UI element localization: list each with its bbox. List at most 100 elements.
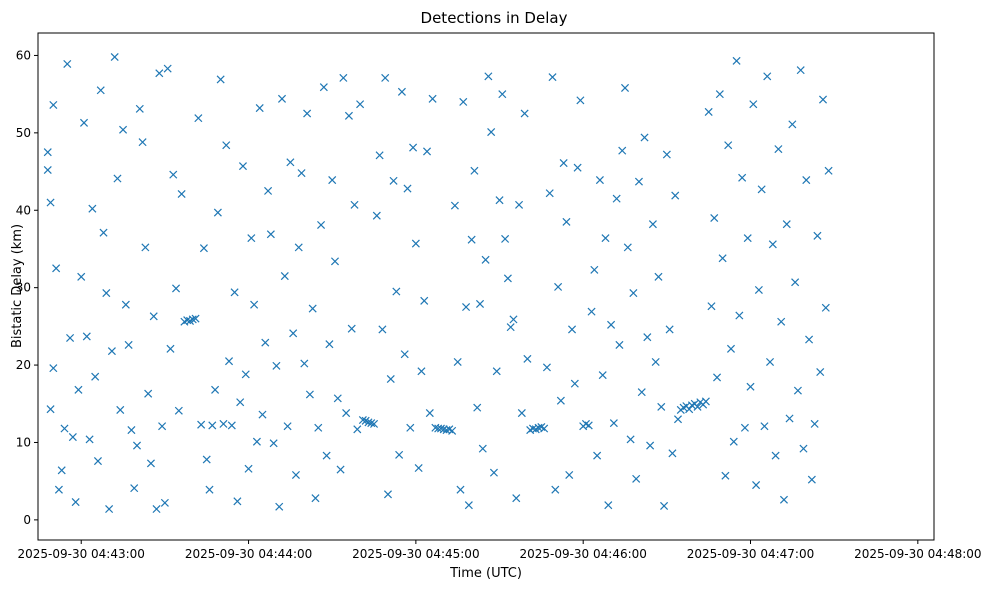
data-point	[509, 315, 518, 324]
data-point	[777, 317, 786, 326]
data-point	[785, 414, 794, 423]
data-point	[805, 335, 814, 344]
data-point	[46, 405, 55, 414]
y-tick-label: 20	[16, 358, 31, 372]
data-point	[389, 176, 398, 185]
data-point	[266, 230, 275, 239]
data-point	[372, 211, 381, 220]
data-point	[542, 363, 551, 372]
data-point	[330, 257, 340, 266]
data-point	[291, 470, 300, 480]
data-point	[272, 361, 281, 370]
y-tick-label: 60	[16, 48, 31, 62]
data-point	[587, 307, 596, 316]
data-point	[813, 231, 822, 240]
y-tick-label: 40	[16, 203, 31, 217]
x-axis: 2025-09-30 04:43:00 2025-09-30 04:44:00 20…	[17, 540, 982, 561]
plot-area	[37, 32, 935, 541]
data-point	[562, 217, 571, 226]
data-point	[191, 314, 200, 323]
x-tick-label: 2025-09-30 04:45:00	[352, 547, 479, 561]
data-point	[74, 385, 83, 394]
data-point	[138, 138, 147, 147]
data-point	[568, 325, 577, 334]
data-point	[590, 265, 599, 274]
data-point	[169, 170, 178, 179]
data-point	[52, 264, 61, 273]
data-point	[473, 403, 482, 412]
data-point	[172, 284, 181, 293]
data-point	[127, 426, 136, 435]
data-point	[818, 95, 828, 104]
chart-title: Detections in Delay	[421, 9, 568, 27]
data-point	[646, 441, 655, 450]
data-point	[339, 73, 348, 82]
data-point	[766, 357, 775, 366]
data-point	[715, 90, 724, 99]
data-point	[177, 189, 186, 199]
data-point	[626, 435, 635, 444]
data-point	[213, 208, 222, 217]
data-point	[107, 347, 116, 356]
data-point	[163, 64, 172, 73]
data-point	[289, 329, 298, 338]
data-point	[501, 234, 510, 243]
data-point	[551, 485, 560, 494]
data-point	[356, 100, 365, 109]
data-point	[347, 324, 356, 333]
data-point	[746, 382, 755, 391]
data-point	[459, 97, 468, 106]
data-point	[132, 441, 142, 450]
data-point	[43, 148, 52, 157]
data-point	[350, 200, 359, 209]
data-point	[481, 255, 490, 264]
data-point	[79, 118, 89, 127]
data-point	[467, 235, 476, 244]
x-tick-label: 2025-09-30 04:47:00	[687, 547, 814, 561]
data-point	[121, 300, 130, 309]
data-point	[462, 302, 471, 312]
data-point	[807, 475, 816, 484]
data-point	[152, 505, 161, 514]
data-point	[643, 333, 652, 342]
data-point	[208, 421, 217, 430]
data-point	[704, 107, 713, 116]
data-point	[665, 325, 674, 334]
data-point	[49, 100, 58, 110]
data-point	[91, 372, 100, 381]
data-point	[336, 465, 345, 474]
data-point	[417, 367, 426, 376]
data-point	[570, 379, 579, 388]
data-point	[46, 198, 55, 207]
data-point	[199, 244, 208, 253]
data-point	[261, 338, 270, 347]
data-point	[484, 72, 493, 81]
data-point	[344, 111, 353, 120]
data-point	[322, 451, 331, 460]
data-point	[93, 457, 102, 466]
data-point	[68, 433, 77, 442]
data-point	[222, 141, 231, 150]
data-point	[397, 87, 406, 96]
data-point	[618, 146, 627, 155]
data-point	[325, 340, 334, 349]
data-point	[194, 114, 203, 123]
data-point	[503, 274, 512, 283]
data-point	[506, 323, 515, 332]
data-point	[554, 282, 563, 291]
data-point	[453, 357, 462, 366]
data-point	[802, 176, 811, 185]
data-point	[654, 272, 663, 281]
data-point	[788, 120, 797, 129]
data-point	[105, 505, 114, 514]
data-point	[286, 158, 295, 167]
data-point	[264, 186, 273, 195]
data-point	[395, 450, 404, 459]
data-point	[824, 166, 833, 175]
data-point	[448, 426, 457, 435]
data-point	[155, 69, 164, 78]
data-point	[60, 424, 69, 433]
data-point	[252, 437, 261, 446]
data-point	[275, 502, 284, 511]
data-point	[403, 184, 412, 193]
